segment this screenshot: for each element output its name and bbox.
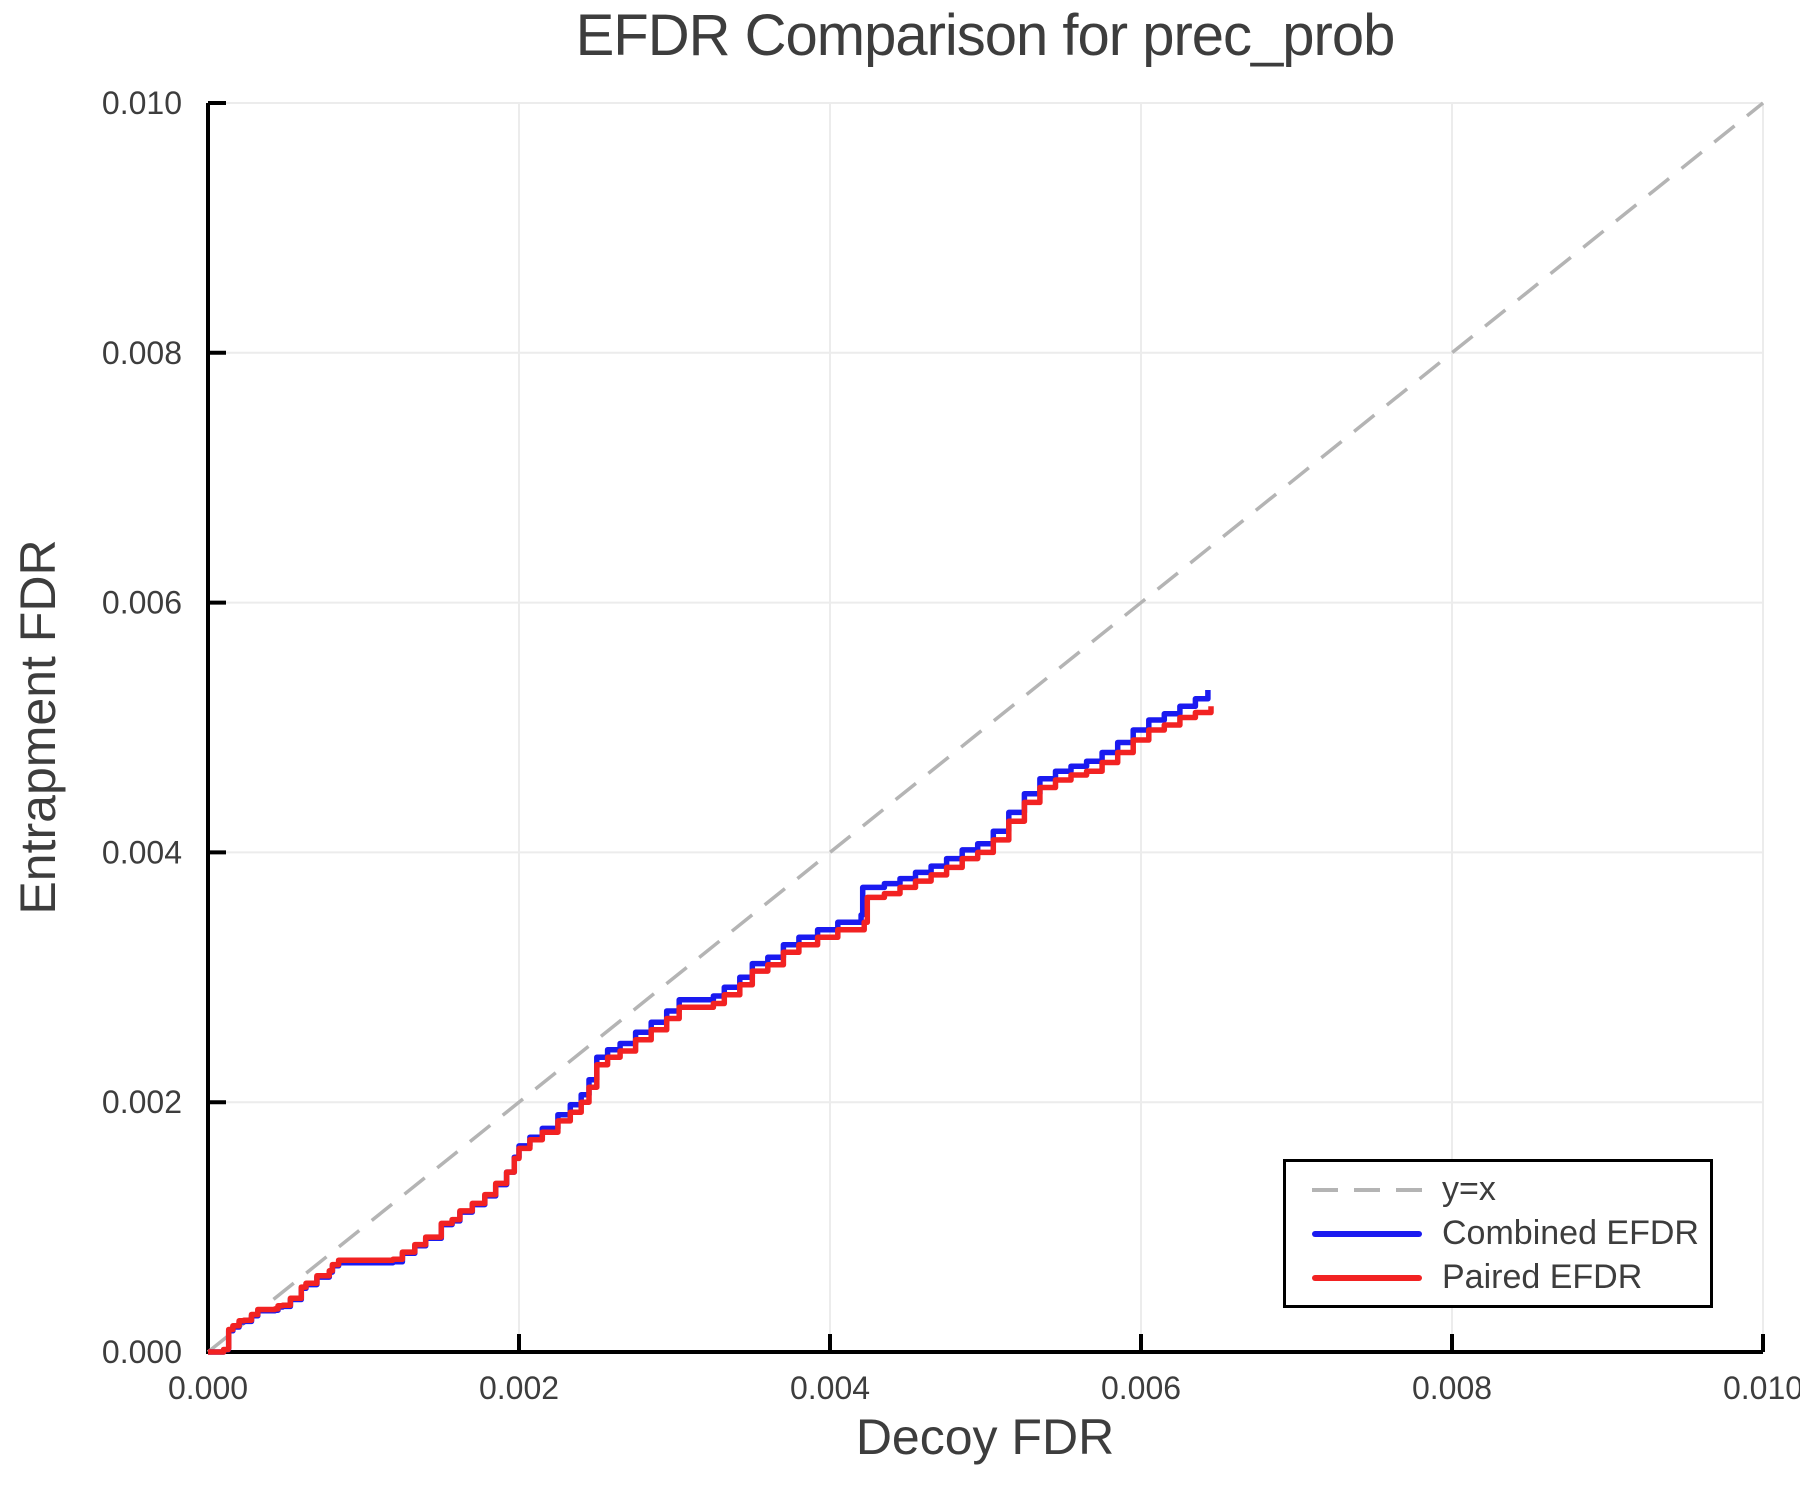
series-line-combined-efdr xyxy=(208,690,1211,1355)
x-tick-label: 0.010 xyxy=(1723,1370,1800,1406)
y-tick-label: 0.000 xyxy=(102,1334,182,1370)
legend-item-yx: y=x xyxy=(1312,1170,1710,1208)
legend-swatch-paired-line xyxy=(1312,1274,1422,1281)
y-tick-label: 0.006 xyxy=(102,585,182,621)
legend-swatch-combined-line xyxy=(1312,1230,1422,1237)
x-tick-label: 0.000 xyxy=(168,1370,248,1406)
legend-box: y=x Combined EFDR Paired EFDR xyxy=(1283,1159,1713,1308)
legend-swatch-yx-dashed-line xyxy=(1312,1187,1422,1192)
legend-label-paired-efdr: Paired EFDR xyxy=(1442,1258,1643,1296)
legend-label-combined-efdr: Combined EFDR xyxy=(1442,1214,1699,1252)
x-tick-label: 0.008 xyxy=(1412,1370,1492,1406)
x-tick-label: 0.004 xyxy=(790,1370,870,1406)
tick-labels: 0.000 0.002 0.004 0.006 0.008 0.010 0.000 0.002… xyxy=(102,85,1800,1406)
y-axis-label: Entrapment FDR xyxy=(10,539,66,915)
y-tick-label: 0.010 xyxy=(102,85,182,121)
y-tick-label: 0.008 xyxy=(102,335,182,371)
legend-item-paired-efdr: Paired EFDR xyxy=(1312,1258,1710,1296)
y-tick-label: 0.004 xyxy=(102,834,182,870)
chart-title: EFDR Comparison for prec_prob xyxy=(575,3,1396,68)
x-tick-label: 0.006 xyxy=(1101,1370,1181,1406)
y-tick-label: 0.002 xyxy=(102,1084,182,1120)
x-tick-label: 0.002 xyxy=(479,1370,559,1406)
legend-item-combined-efdr: Combined EFDR xyxy=(1312,1214,1710,1252)
series-lines xyxy=(206,101,1765,1355)
legend-label-yx: y=x xyxy=(1442,1170,1496,1208)
series-line-y-x xyxy=(206,101,1765,1354)
series-line-paired-efdr xyxy=(208,706,1214,1355)
x-axis-label: Decoy FDR xyxy=(855,1409,1115,1465)
